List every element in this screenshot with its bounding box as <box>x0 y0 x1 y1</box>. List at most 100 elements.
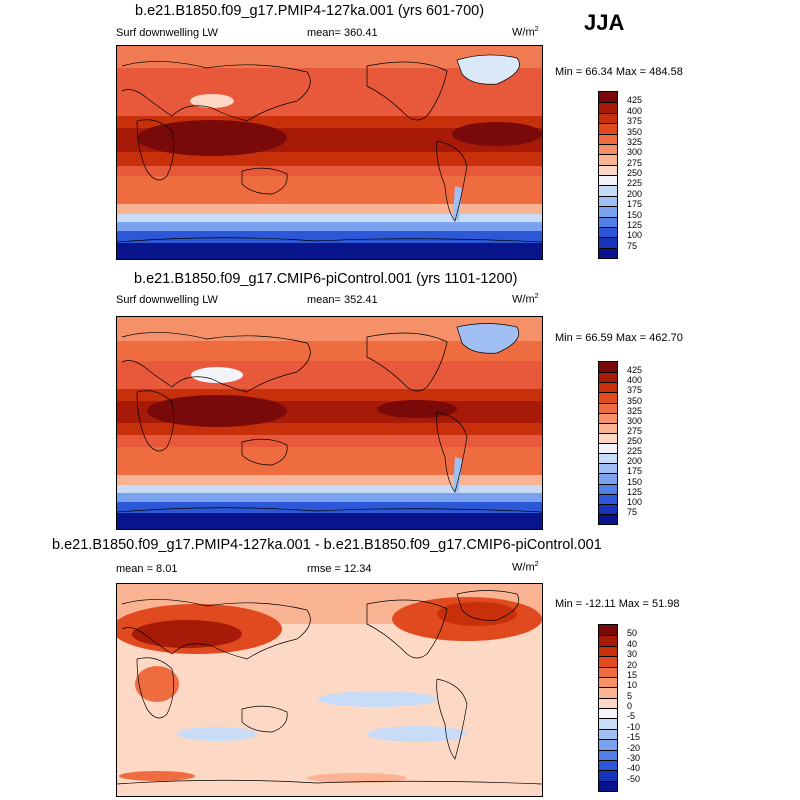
colorbar-tick-label: 400 <box>627 375 643 386</box>
colorbar-cell <box>599 382 617 393</box>
colorbar-cell <box>599 759 617 771</box>
panel3-colorbar <box>598 624 618 792</box>
colorbar-cell <box>599 372 617 383</box>
colorbar-cell <box>599 226 617 238</box>
panel1-mean-label: mean= 360.41 <box>307 27 378 39</box>
coast-australia <box>241 438 288 466</box>
colorbar-cell <box>599 143 617 155</box>
coast-australia <box>241 167 288 195</box>
panel2-colorbar <box>598 361 618 525</box>
africa-warm <box>135 666 179 702</box>
colorbar-cell <box>599 473 617 484</box>
colorbar-tick-label: 200 <box>627 456 643 467</box>
panel1-map <box>116 45 543 260</box>
colorbar-cell <box>599 718 617 729</box>
colorbar-cell <box>599 493 617 504</box>
greenland-shape <box>456 323 520 354</box>
greenland-shape <box>456 54 520 85</box>
pacific-cool <box>317 691 437 707</box>
panel3-minmax-label: Min = -12.11 Max = 51.98 <box>555 598 680 610</box>
colorbar-tick-label: -15 <box>627 732 641 743</box>
colorbar-cell <box>599 739 617 750</box>
coast-eurasia <box>121 599 311 660</box>
panel1-minmax-label: Min = 66.34 Max = 484.58 <box>555 66 683 78</box>
colorbar-cell <box>599 92 617 103</box>
colorbar-cell <box>599 728 617 740</box>
panel1-variable-label: Surf downwelling LW <box>116 27 218 39</box>
colorbar-tick-label: 325 <box>627 405 643 416</box>
colorbar-cell <box>599 206 617 217</box>
coast-greenland <box>456 590 520 621</box>
coastlines <box>117 590 542 785</box>
colorbar-tick-label: 5 <box>627 690 633 701</box>
panel2-variable-label: Surf downwelling LW <box>116 294 218 306</box>
colorbar-cell <box>599 412 617 423</box>
colorbar-cell <box>599 123 617 134</box>
coast-antarctica <box>117 237 542 243</box>
colorbar-tick-label: 200 <box>627 188 643 199</box>
colorbar-tick-label: 40 <box>627 638 638 649</box>
northern-band <box>117 341 542 361</box>
warm-pool-core <box>137 120 287 156</box>
panel1-title: b.e21.B1850.f09_g17.PMIP4-127ka.001 (yrs… <box>135 3 485 19</box>
panel2-mean-label: mean= 352.41 <box>307 294 378 306</box>
colorbar-tick-label: 125 <box>627 219 643 230</box>
colorbar-cell <box>599 708 617 719</box>
colorbar-cell <box>599 676 617 688</box>
colorbar-cell <box>599 216 617 227</box>
coast-africa <box>136 119 174 181</box>
colorbar-tick-label: 300 <box>627 147 643 158</box>
coast-africa <box>136 657 174 719</box>
panel3-map <box>116 583 543 797</box>
southern-band-1 <box>117 475 542 485</box>
coast-south-america <box>436 140 468 222</box>
southern-band-2 <box>117 485 542 493</box>
tibet-low <box>191 367 243 383</box>
colorbar-tick-label: 425 <box>627 365 643 376</box>
colorbar-cell <box>599 453 617 464</box>
coast-south-america <box>436 411 468 493</box>
southern-band-3 <box>117 222 542 231</box>
coast-north-america <box>366 61 448 121</box>
colorbar-tick-label: 10 <box>627 680 638 691</box>
colorbar-tick-label: 100 <box>627 230 643 241</box>
colorbar-tick-label: 175 <box>627 466 643 477</box>
colorbar-tick-label: 375 <box>627 385 643 396</box>
southern-band-1 <box>117 204 542 214</box>
coast-australia <box>241 705 288 733</box>
colorbar-tick-label: 375 <box>627 116 643 127</box>
panel2-minmax-label: Min = 66.59 Max = 462.70 <box>555 332 683 344</box>
colorbar-cell <box>599 635 617 646</box>
panel1-colorbar <box>598 91 618 259</box>
panel2-units-label: W/m2 <box>512 293 539 306</box>
colorbar-tick-label: 400 <box>627 105 643 116</box>
colorbar-cell <box>599 392 617 403</box>
colorbar-tick-label: 0 <box>627 701 633 711</box>
southern-midlat-band <box>117 447 542 475</box>
colorbar-tick-label: 225 <box>627 446 643 457</box>
colorbar-tick-label: 350 <box>627 395 643 406</box>
antarctic-band-1 <box>117 502 542 513</box>
colorbar-cell <box>599 443 617 454</box>
panel3-map-svg <box>117 584 542 796</box>
colorbar-tick-label: 250 <box>627 436 643 446</box>
colorbar-tick-label: 275 <box>627 425 643 436</box>
colorbar-cell <box>599 195 617 207</box>
colorbar-cell <box>599 463 617 474</box>
colorbar-tick-label: 175 <box>627 199 643 210</box>
colorbar-cell <box>599 503 617 514</box>
colorbar-cell <box>599 175 617 186</box>
season-label: JJA <box>584 10 625 35</box>
coast-eurasia <box>121 332 311 393</box>
colorbar-tick-label: 20 <box>627 659 638 670</box>
coastlines <box>117 61 542 243</box>
panel2-map-svg <box>117 317 542 529</box>
tibet-low <box>190 94 234 108</box>
colorbar-tick-label: 325 <box>627 136 643 147</box>
colorbar-cell <box>599 697 617 708</box>
andes-low <box>453 186 462 221</box>
colorbar-cell <box>599 625 617 636</box>
coast-north-america <box>366 599 448 659</box>
colorbar-tick-label: -5 <box>627 711 636 722</box>
colorbar-tick-label: 100 <box>627 496 643 507</box>
